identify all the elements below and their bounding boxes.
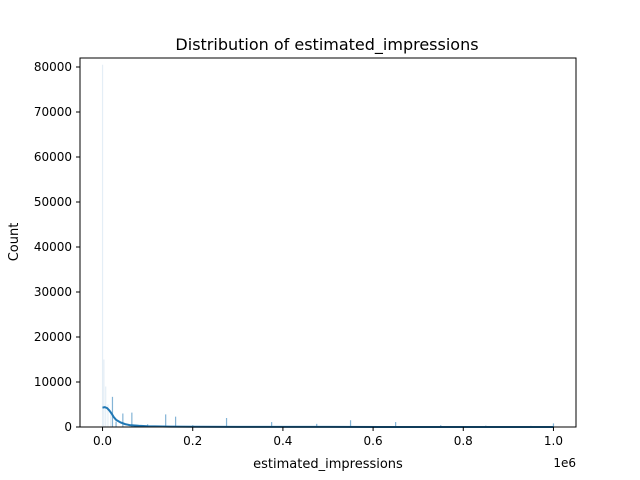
histogram-bar <box>225 418 228 427</box>
y-tick-label: 80000 <box>34 60 72 74</box>
histogram-bar <box>174 416 177 427</box>
x-tick-label: 0.4 <box>273 434 292 448</box>
histogram-bar <box>115 421 117 427</box>
histogram-bar <box>349 420 352 427</box>
histogram-bar <box>131 412 133 427</box>
x-tick-label: 0.6 <box>364 434 383 448</box>
y-tick-label: 10000 <box>34 375 72 389</box>
histogram-bar <box>107 404 109 427</box>
histogram-bar <box>122 413 124 427</box>
bars-layer <box>101 64 555 427</box>
y-tick-label: 70000 <box>34 105 72 119</box>
x-axis-label: estimated_impressions <box>253 457 403 472</box>
y-axis-label: Count <box>7 223 22 262</box>
histogram-bar <box>111 396 114 427</box>
histogram-bar <box>110 411 112 427</box>
y-tick-label: 60000 <box>34 150 72 164</box>
x-tick-label: 0.8 <box>454 434 473 448</box>
y-axis: 0 10000 20000 30000 40000 50000 60000 70000 8000… <box>34 60 80 434</box>
x-axis-offset-label: 1e6 <box>553 456 576 470</box>
histogram-bar <box>316 423 318 427</box>
histogram-bar <box>395 422 397 427</box>
y-tick-label: 20000 <box>34 330 72 344</box>
y-tick-label: 50000 <box>34 195 72 209</box>
histogram-bar <box>101 64 104 427</box>
x-tick-label: 0.2 <box>183 434 202 448</box>
y-tick-label: 30000 <box>34 285 72 299</box>
x-axis: 0.0 0.2 0.4 0.6 0.8 1.0 <box>93 427 563 448</box>
x-tick-label: 1.0 <box>544 434 563 448</box>
histogram-bar <box>165 414 167 427</box>
y-tick-label: 0 <box>64 420 72 434</box>
histogram-bar <box>271 422 273 427</box>
chart-title: Distribution of estimated_impressions <box>175 35 478 55</box>
histogram-bar <box>103 359 105 427</box>
x-tick-label: 0.0 <box>93 434 112 448</box>
kde-curve <box>102 406 554 428</box>
y-tick-label: 40000 <box>34 240 72 254</box>
histogram-bar <box>552 423 555 427</box>
plot-frame <box>79 57 577 428</box>
